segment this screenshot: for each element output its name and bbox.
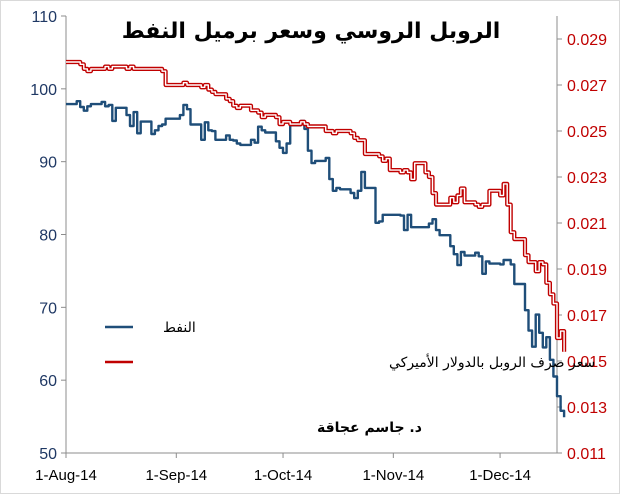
legend: النفط سعر صرف الروبل بالدولار الأميركي [105, 320, 595, 371]
right-tick-label: 0.013 [567, 400, 607, 417]
left-tick-label: 100 [30, 82, 57, 99]
x-tick-label: 1-Aug-14 [35, 467, 97, 484]
right-tick-label: 0.027 [567, 78, 607, 95]
series-ruble-line [66, 61, 565, 352]
series-ruble-outline [66, 59, 567, 352]
left-tick-label: 90 [39, 155, 57, 172]
author-credit: د. جاسم عجاقة [317, 420, 422, 436]
axes [65, 16, 558, 454]
chart-title: الروبل الروسي وسعر برميل النفط [122, 19, 501, 44]
series-layer [66, 59, 567, 418]
series-oil-line [66, 100, 566, 418]
right-tick-label: 0.015 [567, 354, 607, 371]
legend-label-ruble: سعر صرف الروبل بالدولار الأميركي [389, 353, 595, 371]
right-tick-label: 0.017 [567, 308, 607, 325]
right-tick-label: 0.029 [567, 32, 607, 49]
left-tick-label: 60 [39, 373, 57, 390]
right-tick-label: 0.021 [567, 216, 607, 233]
left-tick-label: 80 [39, 228, 57, 245]
x-tick-label: 1-Nov-14 [362, 467, 424, 484]
right-tick-label: 0.011 [567, 446, 606, 463]
x-tick-label: 1-Sep-14 [145, 467, 207, 484]
right-axis-ticks: 0.011 0.013 0.015 0.017 0.019 0.021 0.023 0.025… [557, 32, 607, 463]
left-axis-ticks: 50 60 70 80 90 100 110 [30, 9, 66, 463]
left-tick-label: 50 [39, 446, 57, 463]
x-axis-ticks: 1-Aug-14 1-Sep-14 1-Oct-14 1-Nov-14 1-Dec-14 [35, 453, 531, 484]
left-tick-label: 110 [31, 9, 57, 26]
legend-label-oil: النفط [163, 320, 196, 336]
x-tick-label: 1-Dec-14 [469, 467, 531, 484]
right-tick-label: 0.023 [567, 170, 607, 187]
right-tick-label: 0.019 [567, 262, 607, 279]
x-tick-label: 1-Oct-14 [254, 467, 312, 484]
left-tick-label: 70 [39, 300, 57, 317]
right-tick-label: 0.025 [567, 124, 607, 141]
